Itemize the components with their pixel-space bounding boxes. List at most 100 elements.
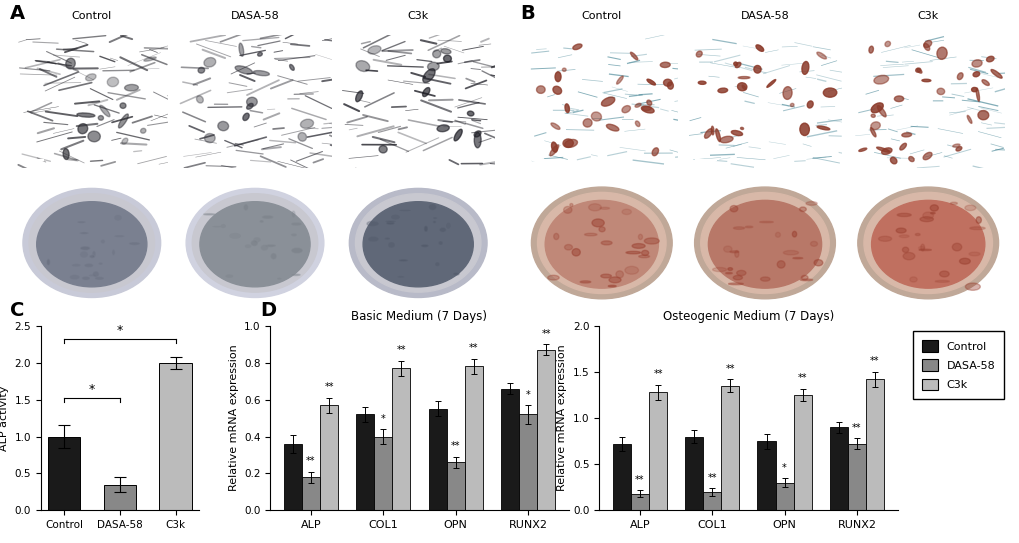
Ellipse shape: [971, 60, 981, 67]
Ellipse shape: [85, 263, 93, 267]
Ellipse shape: [728, 268, 732, 270]
Ellipse shape: [801, 61, 808, 74]
Ellipse shape: [876, 105, 886, 117]
Ellipse shape: [90, 255, 95, 258]
Ellipse shape: [642, 106, 651, 111]
Ellipse shape: [929, 212, 934, 214]
Ellipse shape: [144, 57, 156, 61]
Ellipse shape: [622, 209, 631, 214]
Ellipse shape: [918, 249, 930, 250]
Ellipse shape: [580, 281, 590, 283]
Ellipse shape: [453, 129, 462, 141]
Text: **: **: [635, 475, 644, 484]
Ellipse shape: [71, 264, 81, 267]
Ellipse shape: [646, 100, 651, 105]
Ellipse shape: [356, 91, 363, 102]
Ellipse shape: [565, 104, 569, 112]
Bar: [847, 444, 865, 510]
Ellipse shape: [753, 66, 760, 73]
Ellipse shape: [919, 217, 932, 222]
Ellipse shape: [229, 233, 240, 239]
Ellipse shape: [698, 81, 705, 84]
Ellipse shape: [588, 204, 601, 211]
Ellipse shape: [301, 119, 313, 128]
Ellipse shape: [792, 231, 796, 237]
Ellipse shape: [261, 245, 268, 251]
Text: C: C: [10, 301, 24, 320]
Text: **: **: [725, 364, 735, 374]
Ellipse shape: [298, 132, 306, 141]
Ellipse shape: [290, 248, 303, 254]
Bar: [283, 444, 302, 510]
Text: A: A: [10, 4, 25, 23]
Bar: [392, 368, 410, 510]
Ellipse shape: [439, 228, 445, 232]
Bar: [374, 437, 392, 510]
Ellipse shape: [562, 139, 573, 148]
Ellipse shape: [547, 275, 558, 280]
Text: Control: Control: [581, 11, 622, 21]
Ellipse shape: [755, 45, 763, 52]
Ellipse shape: [736, 270, 745, 276]
Ellipse shape: [735, 62, 740, 68]
Ellipse shape: [957, 73, 962, 80]
Ellipse shape: [707, 200, 821, 288]
Bar: [757, 441, 774, 510]
Bar: [320, 405, 337, 510]
Ellipse shape: [615, 76, 623, 84]
Ellipse shape: [936, 88, 944, 94]
Ellipse shape: [726, 273, 732, 274]
Ellipse shape: [564, 206, 572, 213]
Text: *: *: [525, 390, 530, 400]
Ellipse shape: [118, 114, 128, 128]
Ellipse shape: [955, 147, 961, 151]
Y-axis label: ALP activity: ALP activity: [0, 386, 9, 451]
Ellipse shape: [646, 79, 655, 85]
Ellipse shape: [93, 272, 99, 277]
Ellipse shape: [238, 43, 244, 56]
Ellipse shape: [570, 204, 573, 206]
Ellipse shape: [186, 188, 324, 298]
Text: **: **: [469, 344, 478, 353]
Ellipse shape: [615, 271, 623, 278]
Ellipse shape: [899, 143, 906, 150]
Ellipse shape: [966, 115, 971, 123]
Ellipse shape: [427, 62, 439, 71]
Ellipse shape: [952, 144, 959, 147]
Ellipse shape: [929, 205, 937, 211]
Ellipse shape: [740, 128, 743, 129]
Ellipse shape: [733, 227, 744, 229]
Bar: [865, 380, 883, 510]
Bar: [500, 389, 519, 510]
Ellipse shape: [600, 241, 611, 245]
Ellipse shape: [783, 250, 798, 255]
Text: *: *: [380, 414, 385, 424]
Ellipse shape: [77, 221, 86, 223]
Ellipse shape: [659, 62, 669, 67]
Ellipse shape: [92, 251, 96, 257]
Ellipse shape: [474, 131, 481, 137]
Ellipse shape: [121, 138, 127, 144]
Ellipse shape: [921, 79, 930, 81]
Ellipse shape: [114, 215, 121, 220]
Ellipse shape: [421, 244, 428, 247]
Ellipse shape: [622, 106, 630, 113]
Ellipse shape: [445, 223, 450, 229]
Ellipse shape: [923, 43, 929, 50]
Ellipse shape: [964, 205, 975, 211]
Ellipse shape: [969, 227, 984, 230]
Ellipse shape: [717, 88, 727, 93]
Ellipse shape: [436, 125, 448, 132]
Y-axis label: Relative mRNA expression: Relative mRNA expression: [228, 345, 238, 491]
Ellipse shape: [397, 276, 404, 278]
Ellipse shape: [531, 187, 672, 299]
Ellipse shape: [243, 113, 249, 121]
Ellipse shape: [356, 61, 369, 72]
Ellipse shape: [792, 257, 802, 259]
Ellipse shape: [368, 46, 381, 54]
Ellipse shape: [663, 79, 672, 86]
Ellipse shape: [902, 252, 914, 260]
Ellipse shape: [738, 77, 749, 79]
Ellipse shape: [551, 142, 556, 152]
Ellipse shape: [632, 244, 644, 248]
